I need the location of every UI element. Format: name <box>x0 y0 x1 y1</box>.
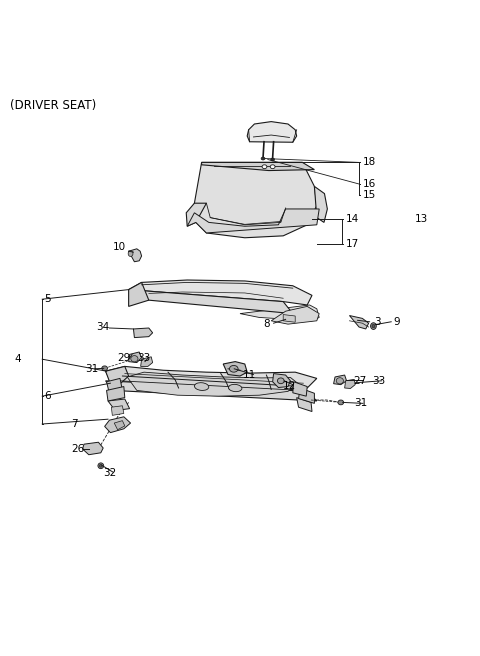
Text: 17: 17 <box>346 239 359 249</box>
Polygon shape <box>133 328 153 338</box>
Ellipse shape <box>261 157 265 160</box>
Polygon shape <box>129 282 149 306</box>
Ellipse shape <box>277 378 284 384</box>
Polygon shape <box>127 372 298 396</box>
Ellipse shape <box>229 365 238 372</box>
Ellipse shape <box>102 366 108 371</box>
Polygon shape <box>106 380 317 401</box>
Polygon shape <box>349 316 369 329</box>
Polygon shape <box>334 375 347 384</box>
Polygon shape <box>106 367 317 393</box>
Text: 11: 11 <box>242 369 256 380</box>
Polygon shape <box>223 361 247 376</box>
Polygon shape <box>314 186 327 222</box>
Polygon shape <box>107 386 125 401</box>
Text: 18: 18 <box>362 157 376 167</box>
Polygon shape <box>271 306 319 324</box>
Ellipse shape <box>228 384 242 392</box>
Text: 6: 6 <box>44 391 51 401</box>
Text: (DRIVER SEAT): (DRIVER SEAT) <box>10 98 96 112</box>
Ellipse shape <box>338 400 344 405</box>
Polygon shape <box>240 305 319 321</box>
Ellipse shape <box>270 165 275 169</box>
Polygon shape <box>83 442 103 455</box>
Text: 33: 33 <box>137 353 150 363</box>
Text: 31: 31 <box>354 398 367 408</box>
Text: 26: 26 <box>71 444 84 454</box>
Polygon shape <box>247 121 297 142</box>
Ellipse shape <box>262 165 267 169</box>
Polygon shape <box>186 203 206 226</box>
Polygon shape <box>111 406 124 415</box>
Polygon shape <box>105 417 131 433</box>
Ellipse shape <box>131 356 138 362</box>
Ellipse shape <box>128 251 133 256</box>
Polygon shape <box>141 357 153 367</box>
Polygon shape <box>299 388 314 403</box>
Text: 12: 12 <box>283 380 297 390</box>
Text: 33: 33 <box>372 376 385 386</box>
Text: 3: 3 <box>374 317 381 327</box>
Text: 13: 13 <box>415 214 429 224</box>
Ellipse shape <box>98 463 104 468</box>
Text: 16: 16 <box>362 179 376 189</box>
Ellipse shape <box>336 378 344 384</box>
Polygon shape <box>345 379 355 388</box>
Polygon shape <box>107 379 122 394</box>
Polygon shape <box>114 420 125 430</box>
Polygon shape <box>129 289 293 314</box>
Ellipse shape <box>372 325 375 328</box>
Text: 32: 32 <box>103 468 117 478</box>
Polygon shape <box>129 352 142 363</box>
Polygon shape <box>297 398 312 411</box>
Polygon shape <box>283 315 295 322</box>
Ellipse shape <box>194 382 209 390</box>
Ellipse shape <box>271 158 275 161</box>
Polygon shape <box>106 367 129 390</box>
Polygon shape <box>129 249 142 262</box>
Text: 34: 34 <box>96 322 109 332</box>
Polygon shape <box>293 382 307 396</box>
Text: 31: 31 <box>85 364 99 374</box>
Text: 8: 8 <box>263 319 270 329</box>
Text: 9: 9 <box>394 317 400 327</box>
Text: 7: 7 <box>71 419 78 429</box>
Ellipse shape <box>99 464 102 467</box>
Polygon shape <box>129 280 312 305</box>
Polygon shape <box>202 163 314 171</box>
Text: 14: 14 <box>346 214 359 224</box>
Text: 27: 27 <box>353 376 366 386</box>
Polygon shape <box>273 374 290 388</box>
Text: 4: 4 <box>14 354 21 364</box>
Text: 10: 10 <box>113 242 126 253</box>
Text: 29: 29 <box>118 353 131 363</box>
Polygon shape <box>187 209 319 233</box>
Polygon shape <box>194 163 317 237</box>
Ellipse shape <box>371 323 376 329</box>
Text: 5: 5 <box>44 294 51 304</box>
Polygon shape <box>108 399 130 411</box>
Text: 15: 15 <box>362 190 376 199</box>
